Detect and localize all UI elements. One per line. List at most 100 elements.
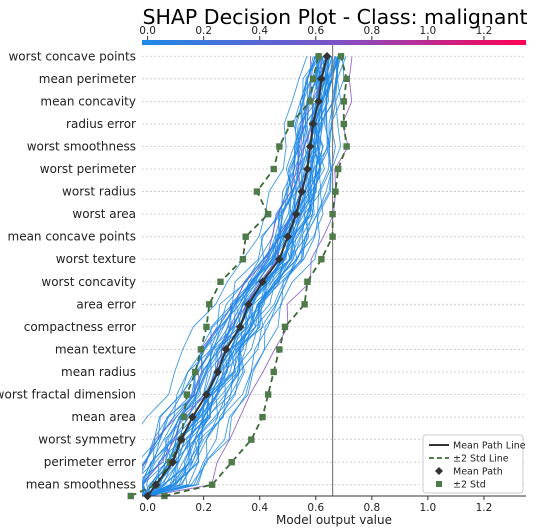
mean-path-marker xyxy=(305,142,315,151)
x-tick-label: 1.2 xyxy=(476,502,493,514)
std-marker xyxy=(180,413,188,421)
std-marker xyxy=(329,210,336,218)
std-marker xyxy=(217,278,224,285)
feature-label: worst texture xyxy=(56,252,136,266)
sample-path-line xyxy=(142,56,315,496)
sample-path-line xyxy=(142,56,320,496)
std-marker xyxy=(340,120,348,128)
std-marker xyxy=(259,413,266,421)
x-tick-label: 0.0 xyxy=(139,502,156,514)
sample-path-line xyxy=(143,56,347,496)
grid-lines xyxy=(142,55,526,486)
mean-path-marker xyxy=(213,367,222,377)
legend: Mean Path Line ±2 Std Line Mean Path ±2 Std xyxy=(422,434,526,494)
feature-labels: worst concave points mean perimeter mean c… xyxy=(0,49,136,491)
std-marker xyxy=(335,165,342,173)
std-marker xyxy=(264,210,272,218)
legend-label: Mean Path xyxy=(453,467,503,478)
colorbar-tick-label: 1.2 xyxy=(476,25,493,37)
feature-label: perimeter error xyxy=(44,455,136,469)
sample-path-line xyxy=(142,56,308,496)
mean-path-marker xyxy=(275,254,284,264)
sample-path-line xyxy=(143,56,328,496)
mean-path-marker xyxy=(244,300,253,309)
sample-path-line xyxy=(142,56,321,496)
std-marker xyxy=(301,301,308,308)
sample-path-line xyxy=(152,56,340,496)
std-marker xyxy=(276,346,283,353)
mean-path-marker xyxy=(176,435,186,444)
colorbar-tick-label: 0.8 xyxy=(363,25,380,37)
mean-path-marker xyxy=(322,51,332,61)
std-marker xyxy=(192,368,199,376)
std-marker xyxy=(127,492,134,500)
legend-label: ±2 Std xyxy=(453,480,486,491)
mean-path-marker xyxy=(151,480,161,490)
feature-label: radius error xyxy=(66,117,136,131)
feature-label: compactness error xyxy=(24,320,136,334)
std-marker xyxy=(309,75,317,83)
feature-label: worst area xyxy=(72,207,136,221)
mean-path-marker xyxy=(202,390,211,399)
mean-path-marker xyxy=(258,277,267,287)
sample-path-line xyxy=(143,56,339,496)
x-axis-label: Model output value xyxy=(276,513,392,527)
legend-box xyxy=(422,434,524,494)
feature-label: area error xyxy=(76,297,136,311)
std-marker xyxy=(276,143,283,150)
std-marker xyxy=(203,323,210,331)
feature-label: mean concavity xyxy=(40,94,136,108)
sample-path-line xyxy=(146,56,338,496)
feature-label: mean smoothness xyxy=(26,478,136,492)
mean-path-marker xyxy=(308,119,318,129)
colorbar-ticks: 0.0 0.2 0.4 0.6 0.8 1.0 1.2 xyxy=(139,25,492,40)
feature-label: worst concavity xyxy=(41,275,136,289)
mean-path-marker xyxy=(235,322,245,332)
mean-path-marker xyxy=(297,187,307,196)
std-marker xyxy=(270,165,277,173)
std-marker xyxy=(343,75,350,83)
sample-path-line xyxy=(142,56,331,496)
std-marker xyxy=(228,458,235,466)
feature-label: worst perimeter xyxy=(40,162,136,176)
sample-path-line xyxy=(145,56,336,496)
sample-path-line xyxy=(142,56,323,496)
sample-path-line xyxy=(142,56,314,496)
mean-path-marker xyxy=(283,232,293,241)
feature-label: mean concave points xyxy=(8,230,137,244)
std-marker xyxy=(270,368,277,376)
feature-label: worst radius xyxy=(62,185,136,199)
feature-label: mean area xyxy=(71,410,136,424)
std-marker xyxy=(340,98,348,105)
legend-label: Mean Path Line xyxy=(453,441,526,452)
feature-label: mean texture xyxy=(55,342,136,356)
legend-swatch-diamond xyxy=(435,467,443,475)
feature-label: worst symmetry xyxy=(38,433,136,447)
mean-path-marker xyxy=(291,209,301,219)
std-marker xyxy=(281,323,289,331)
mean-path xyxy=(143,51,332,501)
colorbar-tick-label: 1.0 xyxy=(420,25,437,37)
std-marker xyxy=(337,53,345,60)
std-marker xyxy=(329,233,336,240)
x-tick-label: 1.0 xyxy=(420,502,437,514)
std-marker xyxy=(306,98,314,105)
std-marker xyxy=(318,256,325,263)
mean-path-marker xyxy=(221,345,231,354)
std-marker xyxy=(242,233,249,240)
sample-path-line xyxy=(142,56,312,496)
x-tick-label: 0.6 xyxy=(307,502,324,514)
legend-swatch-square xyxy=(436,481,442,487)
colorbar-tick-label: 0.0 xyxy=(139,25,156,37)
mean-path-marker xyxy=(188,412,197,422)
x-tick-label: 0.4 xyxy=(251,502,268,514)
mean-path-marker xyxy=(168,457,178,467)
colorbar-tick-label: 0.6 xyxy=(307,25,324,37)
legend-label: ±2 Std Line xyxy=(453,454,509,465)
std-marker xyxy=(206,301,213,308)
feature-label: mean radius xyxy=(61,365,136,379)
x-tick-label: 0.2 xyxy=(195,502,212,514)
mean-path-marker xyxy=(317,74,326,84)
std-marker xyxy=(248,436,255,443)
feature-label: worst fractal dimension xyxy=(0,388,136,402)
